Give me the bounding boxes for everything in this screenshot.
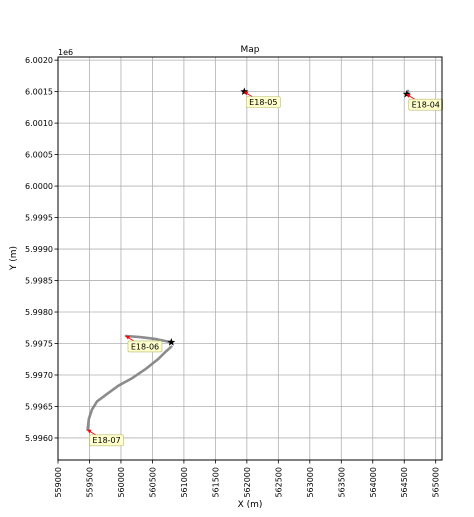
track-label-text: E18-04 [412, 100, 440, 109]
y-tick-label: 5.9995 [25, 214, 53, 223]
y-tick-label: 5.9985 [25, 277, 53, 286]
y-tick-label: 6.0015 [25, 88, 53, 97]
y-tick-label: 6.0000 [25, 182, 53, 191]
y-tick-label: 5.9980 [25, 308, 53, 317]
x-tick-label: 562500 [274, 467, 283, 498]
label-arrow-head [87, 429, 92, 434]
grid-lines [57, 57, 442, 460]
label-arrow-head [406, 93, 411, 98]
y-offset-label: 1e6 [58, 48, 73, 57]
track-label-text: E18-07 [92, 436, 120, 445]
x-tick-label: 560000 [117, 467, 126, 498]
y-tick-label: 5.9975 [25, 340, 53, 349]
y-axis-ticks: 5.9960 5.9965 5.9970 5.9975 5.9980 5.9985 5.99… [25, 56, 58, 443]
x-tick-label: 560500 [148, 467, 157, 498]
y-tick-label: 5.9970 [25, 371, 53, 380]
y-tick-label: 6.0020 [25, 56, 53, 65]
plot-frame [57, 56, 443, 461]
track-layer [86, 89, 410, 432]
x-tick-label: 563500 [337, 467, 346, 498]
x-tick-label: 564000 [369, 467, 378, 498]
marker-layer [167, 87, 411, 346]
x-tick-label: 559500 [85, 467, 94, 498]
y-tick-label: 5.9960 [25, 434, 53, 443]
label-arrow-head [125, 335, 131, 340]
y-tick-label: 6.0005 [25, 151, 53, 160]
x-tick-label: 562000 [243, 467, 252, 498]
track-label-box [127, 340, 163, 353]
x-tick-label: 564500 [400, 467, 409, 498]
track-label-text: E18-05 [249, 98, 277, 107]
end-star-marker [167, 338, 176, 346]
track-line [86, 345, 173, 432]
y-tick-label: 5.9990 [25, 245, 53, 254]
track-label-box [89, 434, 124, 447]
track-line [124, 334, 173, 344]
x-tick-label: 559000 [54, 467, 63, 498]
y-axis-label: Y (m) [9, 246, 19, 271]
x-tick-label: 563000 [306, 467, 315, 498]
track-label-box [246, 96, 281, 108]
x-axis-label: X (m) [238, 500, 263, 510]
label-arrow-head [243, 91, 249, 96]
track-label-box [408, 98, 444, 111]
label-layer: E18-07 E18-06 E18-05 E18-04 [87, 91, 444, 447]
x-tick-label: 565000 [432, 467, 441, 498]
end-star-marker [240, 87, 249, 96]
y-tick-label: 6.0010 [25, 119, 53, 128]
x-tick-label: 561500 [211, 467, 220, 498]
x-tick-label: 561000 [180, 467, 189, 498]
y-tick-label: 5.9965 [25, 402, 53, 411]
chart-title: Map [241, 45, 260, 55]
end-star-marker [402, 89, 411, 98]
track-label-text: E18-06 [131, 342, 159, 351]
x-axis-ticks: 559000 559500 560000 560500 561000 561500 5620… [54, 460, 441, 498]
